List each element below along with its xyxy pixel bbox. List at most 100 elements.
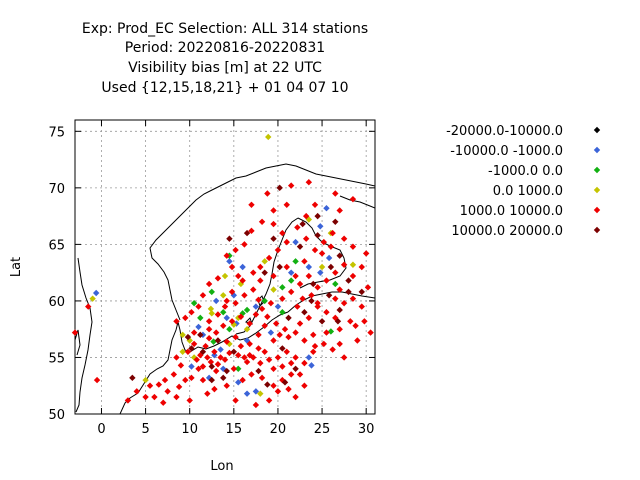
data-point xyxy=(336,306,343,314)
data-point xyxy=(327,328,335,335)
data-point xyxy=(323,309,330,316)
data-point xyxy=(320,238,328,246)
legend-label: 10000.0 20000.0 xyxy=(451,224,563,239)
data-point xyxy=(226,349,233,357)
data-point xyxy=(323,277,330,284)
data-point xyxy=(274,354,282,361)
data-point xyxy=(287,277,295,284)
data-point xyxy=(177,362,185,369)
data-point xyxy=(239,277,246,284)
data-point xyxy=(261,297,268,305)
data-point xyxy=(207,358,215,366)
data-point xyxy=(237,280,245,288)
data-point xyxy=(205,335,213,342)
data-point xyxy=(246,352,253,359)
data-point xyxy=(332,190,339,197)
data-point xyxy=(142,393,149,401)
data-point xyxy=(182,376,189,384)
data-point xyxy=(237,342,245,350)
data-point xyxy=(220,309,227,316)
data-point xyxy=(325,292,333,299)
data-point xyxy=(281,325,289,333)
data-point xyxy=(230,365,238,372)
data-point xyxy=(329,346,336,353)
data-point xyxy=(340,261,348,268)
data-point xyxy=(301,359,308,367)
data-point xyxy=(302,212,310,220)
data-point xyxy=(184,348,192,356)
data-point xyxy=(85,303,92,310)
x-tick-label: 25 xyxy=(314,422,331,437)
data-point xyxy=(367,329,374,336)
data-point xyxy=(190,340,198,348)
data-point xyxy=(173,393,180,401)
data-point xyxy=(299,295,306,302)
data-point xyxy=(320,340,328,348)
data-point xyxy=(311,342,319,350)
data-point xyxy=(220,322,227,329)
data-point xyxy=(336,325,343,333)
data-point xyxy=(301,258,308,265)
data-point xyxy=(214,361,222,368)
data-point xyxy=(235,314,242,322)
data-point xyxy=(314,303,321,310)
legend-marker xyxy=(593,226,601,234)
data-point xyxy=(161,376,169,384)
data-point xyxy=(235,272,242,280)
data-point xyxy=(261,322,268,329)
data-point xyxy=(294,224,301,231)
data-point xyxy=(299,220,306,228)
data-point xyxy=(193,356,200,363)
data-point xyxy=(336,286,343,293)
data-point xyxy=(258,218,266,225)
y-tick-label: 60 xyxy=(48,295,65,310)
data-point xyxy=(208,288,215,296)
data-point xyxy=(362,250,370,257)
data-point xyxy=(283,238,290,246)
data-point xyxy=(243,325,251,333)
data-point xyxy=(287,371,295,378)
data-point xyxy=(205,325,213,333)
data-point xyxy=(208,376,215,384)
data-point xyxy=(270,207,277,214)
title-line-3: Visibility bias [m] at 22 UTC xyxy=(128,60,322,76)
data-point xyxy=(292,258,299,265)
data-point xyxy=(248,201,255,209)
data-point xyxy=(310,348,317,356)
data-point xyxy=(265,133,272,141)
data-point xyxy=(255,331,262,339)
data-point xyxy=(270,337,277,344)
data-point xyxy=(221,272,229,280)
data-point xyxy=(332,295,339,302)
data-point xyxy=(243,306,251,314)
data-point xyxy=(318,318,326,325)
data-point xyxy=(230,348,238,356)
data-point xyxy=(223,297,230,305)
data-point xyxy=(221,303,229,310)
legend-marker xyxy=(593,166,601,174)
data-point xyxy=(347,318,354,325)
data-point xyxy=(325,254,333,262)
data-point xyxy=(217,354,224,361)
data-point xyxy=(175,383,183,391)
data-point xyxy=(243,390,251,397)
data-point xyxy=(258,374,266,382)
data-point xyxy=(364,284,372,291)
data-point xyxy=(223,314,230,322)
data-point xyxy=(323,329,330,336)
data-point xyxy=(323,205,330,212)
data-point xyxy=(223,338,230,345)
data-point xyxy=(220,374,227,382)
data-point xyxy=(301,382,308,389)
data-point xyxy=(179,348,186,356)
data-point xyxy=(232,333,239,341)
data-point xyxy=(146,382,154,389)
data-point xyxy=(261,348,268,356)
data-point xyxy=(305,263,313,271)
data-point xyxy=(252,388,260,395)
data-point xyxy=(92,289,100,297)
data-point xyxy=(281,379,289,386)
data-point xyxy=(292,393,299,401)
data-point xyxy=(336,252,343,259)
data-point xyxy=(349,195,357,203)
